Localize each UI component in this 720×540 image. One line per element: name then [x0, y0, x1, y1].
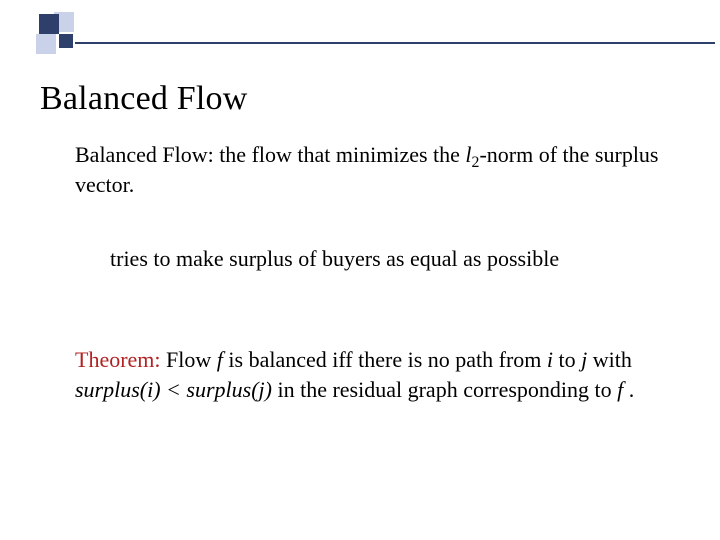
slide: Balanced Flow Balanced Flow: the flow th…	[0, 0, 720, 540]
definition-text: Balanced Flow: the flow that minimizes t…	[75, 140, 665, 199]
theorem-f2: f	[617, 377, 629, 402]
theorem-surplus: surplus(i) < surplus(j)	[75, 377, 277, 402]
theorem-block: Theorem: Flow f is balanced iff there is…	[75, 345, 675, 404]
theorem-f1: f	[217, 347, 229, 372]
definition-lead: Balanced Flow: the flow that minimizes t…	[75, 142, 465, 167]
decor-square-light-2	[36, 34, 56, 54]
theorem-to: to	[559, 347, 582, 372]
tries-line: tries to make surplus of buyers as equal…	[110, 245, 670, 274]
decor-rule	[75, 42, 715, 44]
page-title: Balanced Flow	[40, 80, 680, 118]
theorem-part4: in the residual graph corresponding to	[277, 377, 617, 402]
decor-square-navy-1	[39, 14, 59, 34]
definition-block: Balanced Flow: the flow that minimizes t…	[75, 140, 665, 213]
theorem-part3: with	[587, 347, 632, 372]
decor-square-navy-2	[59, 34, 73, 48]
norm-var: l	[465, 142, 471, 167]
theorem-part1: Flow	[161, 347, 217, 372]
header-decor	[0, 0, 720, 70]
theorem-period: .	[629, 377, 635, 402]
theorem-label: Theorem:	[75, 347, 161, 372]
theorem-i: i	[547, 347, 559, 372]
theorem-part2: is balanced iff there is no path from	[228, 347, 547, 372]
